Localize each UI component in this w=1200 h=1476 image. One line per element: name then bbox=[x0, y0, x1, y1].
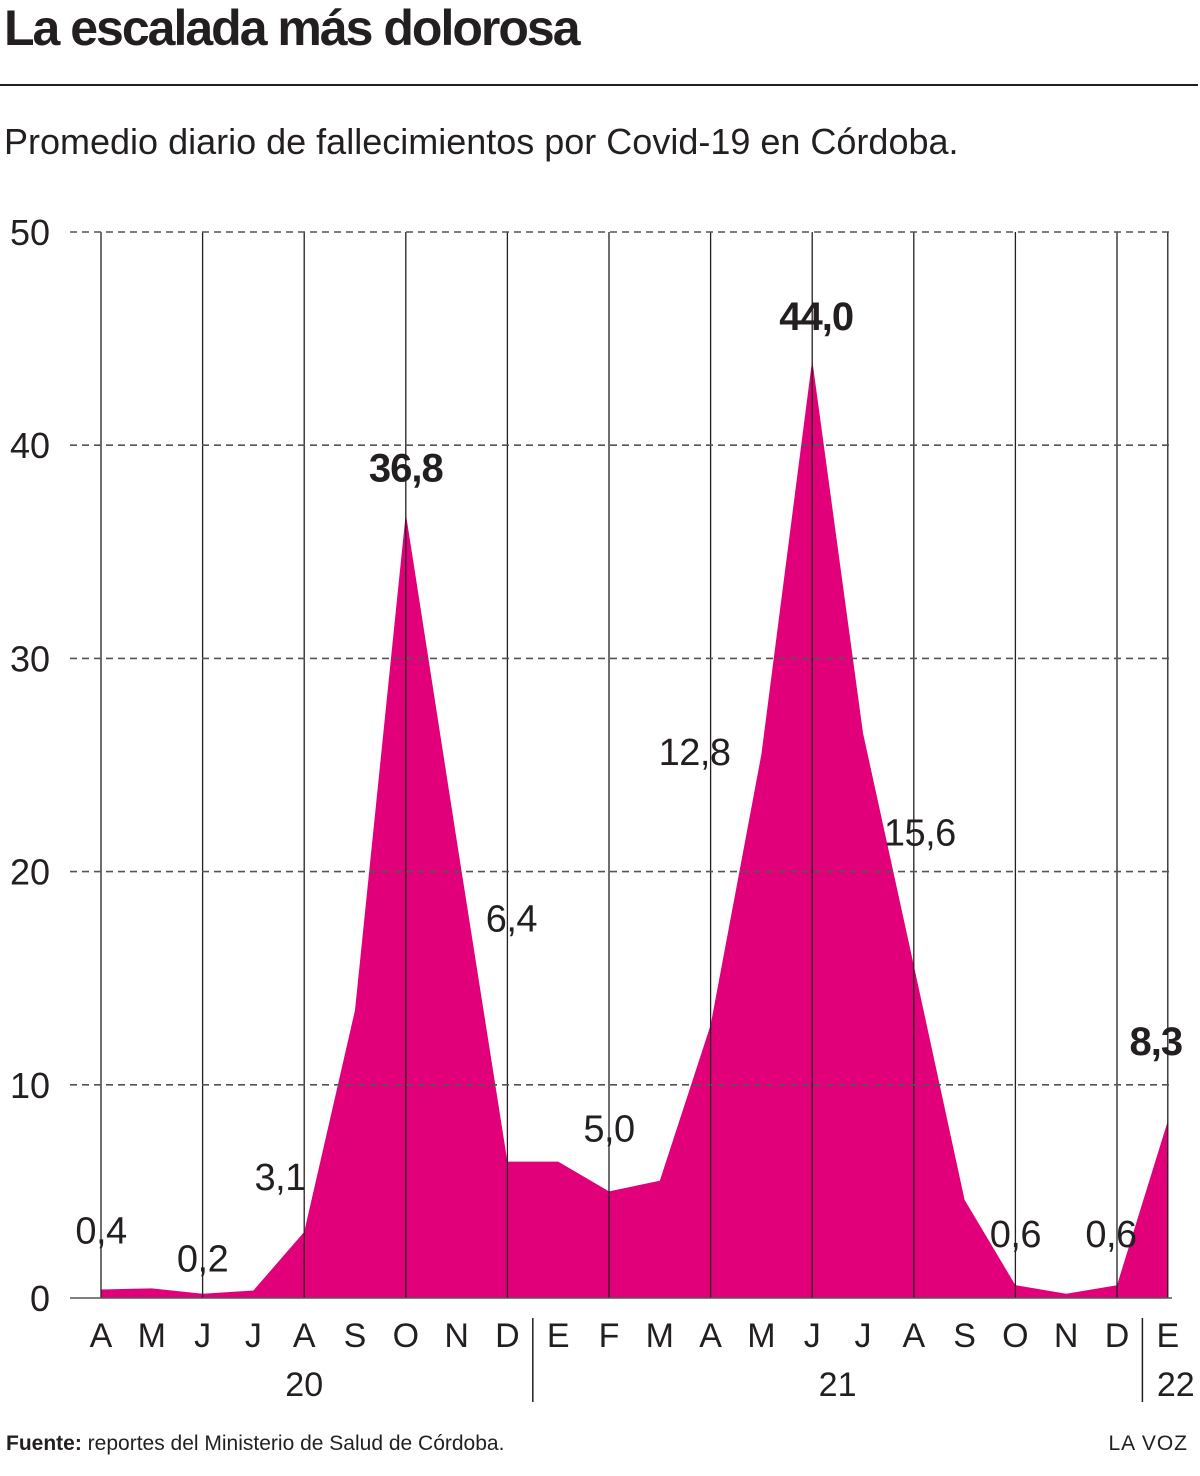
x-tick-label: J bbox=[855, 1317, 872, 1355]
peak-value-label: 36,8 bbox=[369, 446, 444, 490]
x-tick-label: M bbox=[747, 1317, 775, 1355]
y-tick-label: 0 bbox=[30, 1278, 50, 1319]
peak-value-label: 8,3 bbox=[1129, 1020, 1182, 1064]
value-label: 0,6 bbox=[990, 1214, 1041, 1256]
peak-value-label: 44,0 bbox=[779, 295, 853, 339]
chart-title: La escalada más dolorosa bbox=[4, 0, 581, 56]
year-label: 22 bbox=[1157, 1366, 1195, 1404]
source-text: reportes del Ministerio de Salud de Córd… bbox=[87, 1432, 505, 1455]
x-tick-label: N bbox=[444, 1317, 469, 1355]
x-tick-label: M bbox=[138, 1317, 166, 1355]
x-tick-label: J bbox=[245, 1317, 262, 1355]
x-tick-label: O bbox=[393, 1317, 419, 1355]
x-tick-label: A bbox=[90, 1317, 113, 1355]
title-divider bbox=[0, 84, 1198, 86]
y-tick-label: 10 bbox=[10, 1065, 50, 1106]
source-note: Fuente: reportes del Ministerio de Salud… bbox=[6, 1432, 504, 1456]
x-tick-label: E bbox=[547, 1317, 570, 1355]
brand-logo-text: LA VOZ bbox=[1108, 1432, 1188, 1455]
x-tick-label: N bbox=[1054, 1317, 1079, 1355]
value-label: 5,0 bbox=[583, 1108, 634, 1150]
value-label: 15,6 bbox=[884, 812, 956, 854]
x-tick-label: J bbox=[194, 1317, 211, 1355]
chart-subtitle: Promedio diario de fallecimientos por Co… bbox=[4, 121, 959, 162]
y-tick-label: 50 bbox=[10, 212, 50, 253]
y-tick-label: 30 bbox=[10, 638, 50, 679]
value-label: 12,8 bbox=[659, 732, 731, 774]
x-tick-label: A bbox=[902, 1317, 925, 1355]
x-tick-label: M bbox=[646, 1317, 674, 1355]
x-tick-label: S bbox=[953, 1317, 976, 1355]
x-tick-label: D bbox=[1105, 1317, 1130, 1355]
source-label: Fuente: bbox=[6, 1432, 82, 1455]
deaths-area-series bbox=[101, 359, 1168, 1298]
x-tick-label: A bbox=[293, 1317, 316, 1355]
y-tick-label: 20 bbox=[10, 852, 50, 893]
value-label: 0,6 bbox=[1085, 1214, 1136, 1256]
x-tick-label: O bbox=[1002, 1317, 1028, 1355]
year-label: 20 bbox=[285, 1366, 323, 1404]
value-label: 0,4 bbox=[75, 1210, 127, 1252]
x-tick-label: D bbox=[495, 1317, 520, 1355]
x-tick-label: J bbox=[804, 1317, 821, 1355]
year-label: 21 bbox=[819, 1366, 857, 1404]
y-tick-label: 40 bbox=[10, 425, 50, 466]
value-label: 3,1 bbox=[255, 1157, 306, 1199]
value-label: 0,2 bbox=[177, 1239, 228, 1281]
x-tick-label: S bbox=[344, 1317, 367, 1355]
value-label: 6,4 bbox=[486, 899, 538, 941]
x-tick-label: A bbox=[699, 1317, 722, 1355]
x-tick-label: F bbox=[599, 1317, 620, 1355]
x-tick-label: E bbox=[1156, 1317, 1179, 1355]
